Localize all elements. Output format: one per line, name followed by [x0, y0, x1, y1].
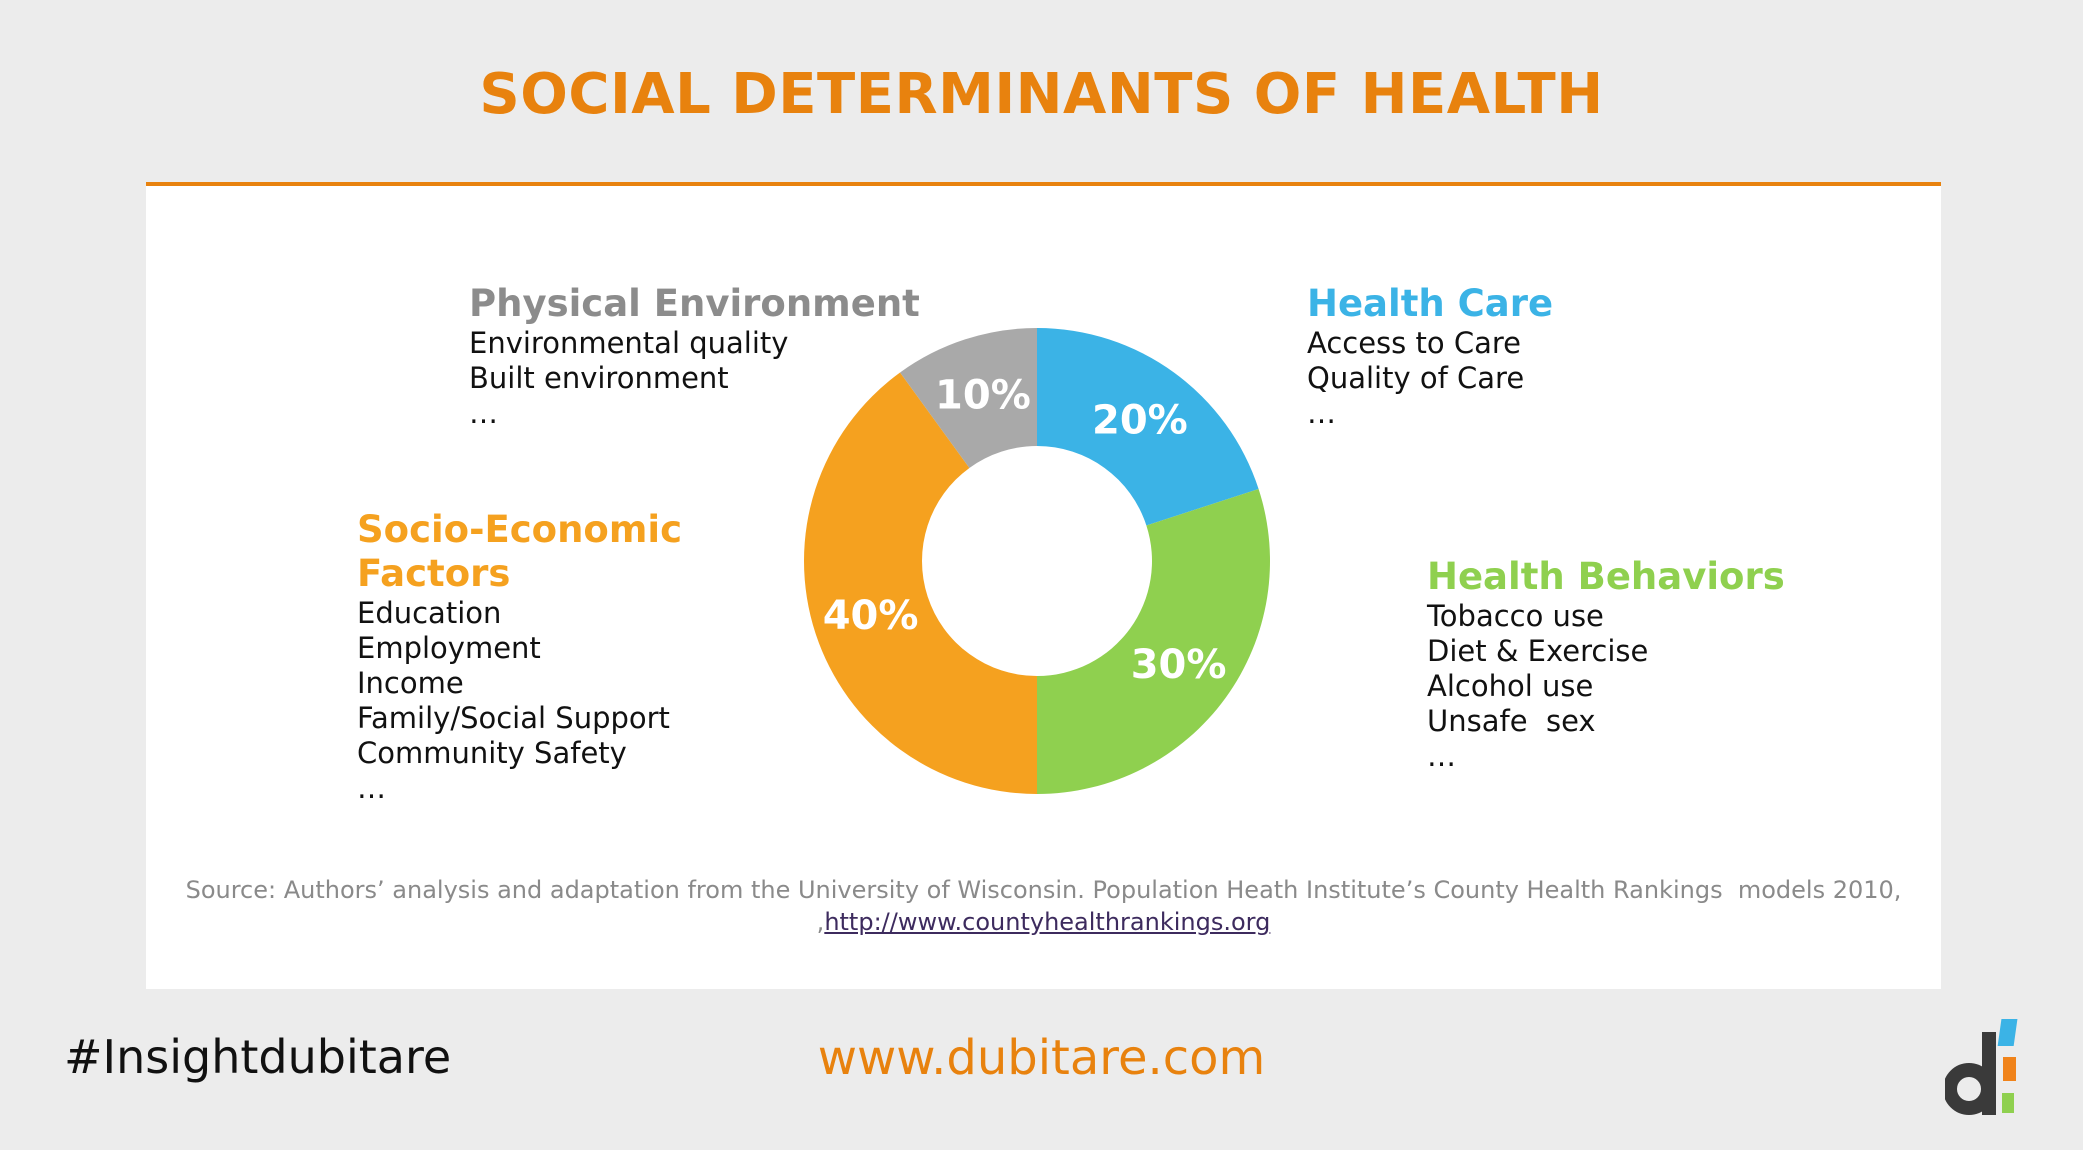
physical-environment-heading: Physical Environment: [469, 282, 920, 325]
slice-value-label: 30%: [1131, 642, 1227, 688]
source-link-line: ,http://www.countyhealthrankings.org: [146, 906, 1941, 938]
donut-slice-health-care: [1037, 328, 1259, 526]
donut-slice-socio-economic-factors: [804, 372, 1037, 794]
website-link[interactable]: www.dubitare.com: [817, 1030, 1266, 1086]
page-title: SOCIAL DETERMINANTS OF HEALTH: [479, 62, 1604, 127]
physical-environment-item: …: [469, 396, 498, 430]
donut-slice-physical-environment: [900, 328, 1037, 468]
slice-value-label: 20%: [1092, 397, 1188, 443]
health-care-heading: Health Care: [1307, 282, 1554, 325]
socio-economic-heading: Socio-Economic: [357, 508, 683, 551]
source-note: Source: Authors’ analysis and adaptation…: [146, 874, 1941, 938]
dubitare-logo: [1945, 1019, 2018, 1115]
socio-economic-item: Education: [357, 596, 502, 630]
physical-environment-legend: Physical Environment Environmental quali…: [469, 282, 920, 431]
socio-economic-item: …: [357, 771, 386, 805]
socio-economic-item: Employment: [357, 631, 541, 665]
source-text: Source: Authors’ analysis and adaptation…: [185, 876, 1902, 904]
physical-environment-item: Environmental quality: [469, 326, 789, 360]
health-behaviors-item: Alcohol use: [1427, 669, 1594, 703]
health-care-legend: Health Care Access to Care Quality of Ca…: [1307, 282, 1553, 431]
socio-economic-item: Family/Social Support: [357, 701, 670, 735]
health-behaviors-legend: Health Behaviors Tobacco use Diet & Exer…: [1427, 555, 1785, 774]
health-behaviors-item: …: [1427, 739, 1456, 773]
health-behaviors-heading: Health Behaviors: [1427, 555, 1785, 598]
health-care-item: Access to Care: [1307, 326, 1521, 360]
logo-letter-stem: [1982, 1032, 1996, 1115]
health-behaviors-item: Tobacco use: [1427, 599, 1604, 633]
physical-environment-item: Built environment: [469, 361, 729, 395]
donut-chart: 20% 30% 40% 10%: [804, 328, 1270, 794]
health-behaviors-item: Unsafe sex: [1427, 704, 1596, 738]
slice-value-label: 10%: [935, 373, 1031, 419]
health-care-item: Quality of Care: [1307, 361, 1525, 395]
socio-economic-item: Income: [357, 666, 464, 700]
socio-economic-heading: Factors: [357, 552, 511, 595]
slice-value-label: 40%: [823, 593, 919, 639]
donut-slice-health-behaviors: [1037, 488, 1270, 794]
health-behaviors-item: Diet & Exercise: [1427, 634, 1649, 668]
source-link-prefix: ,: [816, 908, 825, 936]
health-care-item: …: [1307, 396, 1336, 430]
source-link[interactable]: http://www.countyhealthrankings.org: [824, 908, 1271, 936]
socio-economic-legend: Socio-Economic Factors Education Employm…: [357, 508, 682, 806]
hashtag: #Insightdubitare: [64, 1030, 452, 1084]
socio-economic-item: Community Safety: [357, 736, 627, 770]
logo-blue-block: [1997, 1019, 2018, 1046]
logo-orange-block: [2003, 1057, 2016, 1081]
chart-panel: 20% 30% 40% 10% Physical Environment Enviro…: [146, 182, 1941, 989]
logo-green-block: [2002, 1093, 2014, 1113]
